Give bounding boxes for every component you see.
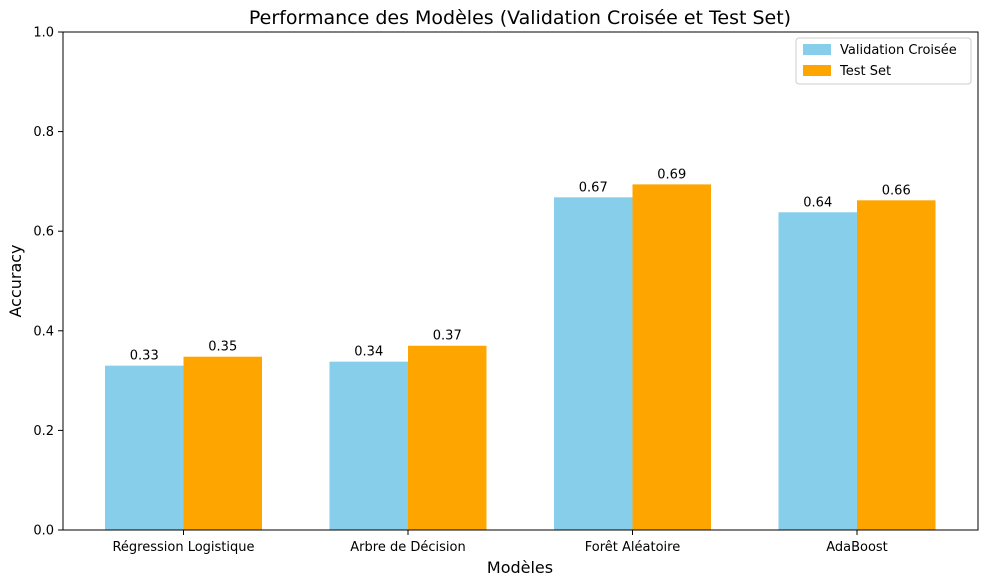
bars-layer bbox=[105, 184, 936, 530]
y-tick-label: 0.6 bbox=[33, 225, 54, 240]
bar-validation bbox=[778, 212, 857, 530]
y-axis-title: Accuracy bbox=[6, 244, 25, 317]
legend-box bbox=[795, 37, 972, 85]
y-axis: 0.0 0.2 0.4 0.6 0.8 1.0 bbox=[33, 26, 63, 539]
legend-swatch bbox=[803, 65, 831, 76]
y-tick-label: 1.0 bbox=[33, 26, 54, 41]
x-axis-title: Modèles bbox=[487, 558, 553, 577]
bar-validation bbox=[554, 197, 633, 530]
data-label: 0.37 bbox=[433, 329, 462, 344]
y-tick-label: 0.4 bbox=[33, 324, 54, 339]
x-tick-label: Régression Logistique bbox=[112, 540, 254, 555]
x-tick-label: Arbre de Décision bbox=[350, 540, 465, 555]
legend-label: Validation Croisée bbox=[840, 43, 957, 58]
bar-test bbox=[857, 200, 936, 530]
bar-validation bbox=[105, 365, 184, 530]
data-label: 0.69 bbox=[657, 167, 686, 182]
data-label: 0.64 bbox=[803, 195, 832, 210]
chart-title: Performance des Modèles (Validation Croi… bbox=[249, 7, 791, 29]
bar-test bbox=[408, 345, 487, 530]
y-tick-label: 0.2 bbox=[33, 424, 54, 439]
bar-test bbox=[183, 356, 262, 530]
legend-label: Test Set bbox=[839, 64, 891, 79]
y-tick-label: 0.0 bbox=[33, 524, 54, 539]
x-tick-label: Forêt Aléatoire bbox=[585, 540, 680, 555]
data-label: 0.34 bbox=[354, 345, 383, 360]
data-labels-layer: 0.33 0.35 0.34 0.37 0.67 0.69 0.64 0.66 bbox=[130, 167, 911, 363]
plot-frame bbox=[62, 31, 979, 531]
x-axis: Régression Logistique Arbre de Décision Fo… bbox=[112, 530, 888, 555]
bar-validation bbox=[329, 361, 408, 530]
legend-swatch bbox=[803, 44, 831, 55]
data-label: 0.67 bbox=[579, 180, 608, 195]
data-label: 0.35 bbox=[208, 340, 237, 355]
legend: Validation Croisée Test Set bbox=[795, 37, 972, 85]
data-label: 0.66 bbox=[882, 183, 911, 198]
y-tick-label: 0.8 bbox=[33, 125, 54, 140]
bar-test bbox=[632, 184, 711, 530]
data-label: 0.33 bbox=[130, 349, 159, 364]
x-tick-label: AdaBoost bbox=[826, 540, 888, 555]
